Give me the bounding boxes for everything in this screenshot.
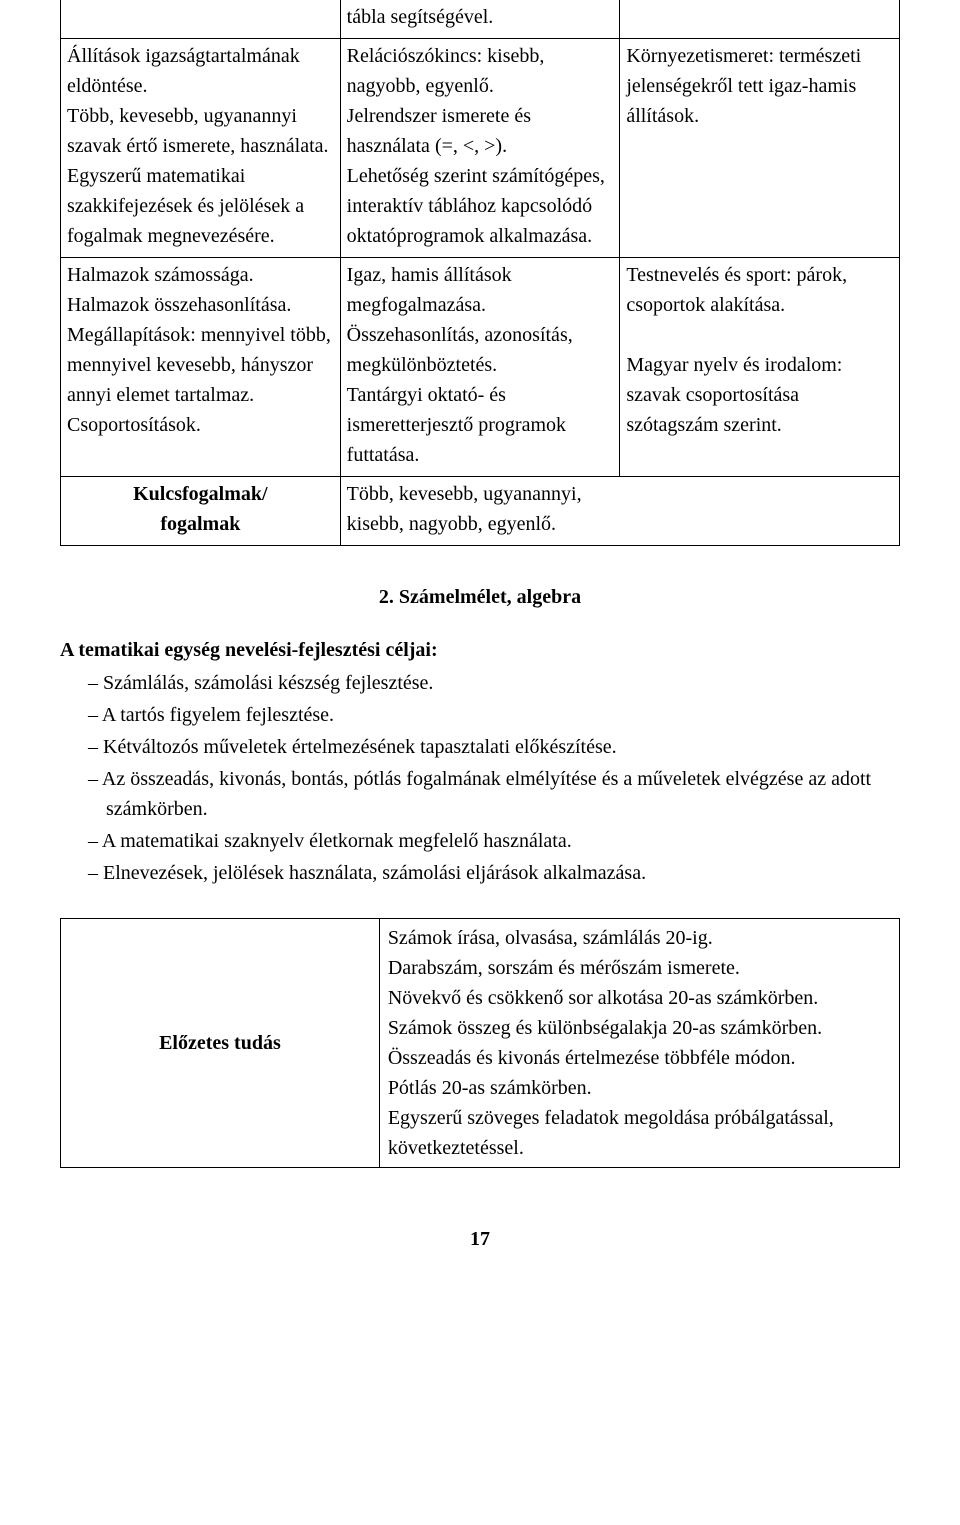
goals-list: Számlálás, számolási készség fejlesztése… [60, 668, 900, 888]
goal-item: A matematikai szaknyelv életkornak megfe… [88, 826, 900, 856]
goals-heading: A tematikai egység nevelési-fejlesztési … [60, 639, 900, 662]
goal-item: Az összeadás, kivonás, bontás, pótlás fo… [88, 764, 900, 824]
t1-r0-c1 [61, 0, 341, 39]
table1-row0: tábla segítségével. [61, 0, 900, 39]
t1-r0-c2: tábla segítségével. [340, 0, 620, 39]
page: tábla segítségével. Állítások igazságtar… [0, 0, 960, 1291]
goal-item: A tartós figyelem fejlesztése. [88, 700, 900, 730]
t1-r3-content: Több, kevesebb, ugyanannyi, kisebb, nagy… [340, 477, 620, 546]
table1-row1: Állítások igazságtartalmának eldöntése.T… [61, 39, 900, 258]
goal-item: Számlálás, számolási készség fejlesztése… [88, 668, 900, 698]
t2-label: Előzetes tudás [61, 919, 380, 1168]
table1-row2: Halmazok számossága.Halmazok összehasonl… [61, 258, 900, 477]
t1-r2-c1: Halmazok számossága.Halmazok összehasonl… [61, 258, 341, 477]
t1-r3-label: Kulcsfogalmak/fogalmak [61, 477, 341, 546]
t1-r3-empty [620, 477, 900, 546]
table2-row: Előzetes tudás Számok írása, olvasása, s… [61, 919, 900, 1168]
goal-item: Elnevezések, jelölések használata, számo… [88, 858, 900, 888]
page-number: 17 [60, 1228, 900, 1251]
t1-r2-c2: Igaz, hamis állítások megfogalmazása.Öss… [340, 258, 620, 477]
table1-row3: Kulcsfogalmak/fogalmak Több, kevesebb, u… [61, 477, 900, 546]
t1-r1-c2: Relációszókincs: kisebb, nagyobb, egyenl… [340, 39, 620, 258]
t1-r1-c1: Állítások igazságtartalmának eldöntése.T… [61, 39, 341, 258]
t1-r0-c3 [620, 0, 900, 39]
t1-r1-c3: Környezetismeret: természeti jelenségekr… [620, 39, 900, 258]
t2-content: Számok írása, olvasása, számlálás 20-ig.… [379, 919, 899, 1168]
goal-item: Kétváltozós műveletek értelmezésének tap… [88, 732, 900, 762]
table-1: tábla segítségével. Állítások igazságtar… [60, 0, 900, 546]
t1-r2-c3: Testnevelés és sport: párok, csoportok a… [620, 258, 900, 477]
section-title: 2. Számelmélet, algebra [60, 586, 900, 609]
table-2: Előzetes tudás Számok írása, olvasása, s… [60, 918, 900, 1168]
